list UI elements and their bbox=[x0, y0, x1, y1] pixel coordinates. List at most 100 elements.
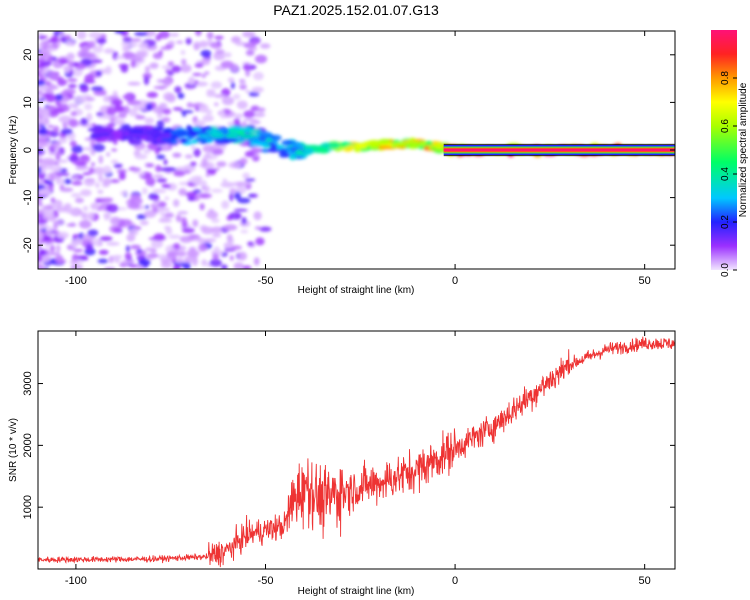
spectrogram-cell bbox=[44, 80, 52, 86]
spectrogram-cell bbox=[258, 226, 272, 232]
spectrogram-cell bbox=[247, 241, 254, 246]
spectrogram-cell bbox=[125, 245, 130, 253]
spectrogram-cell bbox=[86, 112, 93, 122]
spectrogram-ridge-cell bbox=[258, 135, 267, 142]
spectrogram-cell bbox=[144, 117, 155, 124]
spectrogram-cell bbox=[91, 123, 96, 127]
spectrogram-cell bbox=[44, 209, 54, 218]
spectrogram-cell bbox=[149, 62, 159, 69]
spectrogram-cell bbox=[47, 252, 61, 256]
spectrogram-cell bbox=[50, 244, 55, 253]
spectrogram-cell bbox=[172, 199, 180, 208]
spectrogram-cell bbox=[82, 205, 89, 212]
spectrogram-cell bbox=[54, 254, 64, 264]
spectrogram-cell bbox=[127, 81, 141, 86]
spectrogram-cell bbox=[58, 137, 68, 144]
spectrogram-cell bbox=[188, 76, 196, 86]
spectrogram-cell bbox=[138, 42, 149, 50]
spectrogram-cell bbox=[63, 178, 72, 185]
spectrogram-cell bbox=[214, 35, 224, 40]
spectrogram-cell bbox=[206, 31, 214, 40]
spectrogram-cell bbox=[118, 171, 126, 181]
spectrogram-cell bbox=[128, 56, 142, 61]
spectrogram-cell bbox=[233, 208, 248, 212]
spectrogram-cell bbox=[54, 94, 63, 101]
spectrogram-cell bbox=[253, 112, 266, 118]
spectrogram-cell bbox=[133, 104, 146, 111]
spectrogram-cell bbox=[60, 128, 73, 135]
spectrogram-cell bbox=[97, 258, 109, 264]
spectrogram-ridge-cell bbox=[434, 142, 445, 150]
y-tick-label: -20 bbox=[22, 237, 34, 253]
spectrogram-ridge-cell bbox=[236, 129, 246, 136]
spectrogram-cell bbox=[57, 78, 68, 86]
spectrogram-cell bbox=[90, 202, 100, 210]
spectrogram-cell bbox=[42, 235, 52, 242]
spectrogram-cell bbox=[155, 164, 162, 173]
spectrogram-cell bbox=[71, 145, 84, 154]
spectrogram-cell bbox=[243, 63, 250, 71]
spectrogram-cell bbox=[68, 84, 77, 89]
spectrogram-cell bbox=[242, 265, 252, 269]
spectrogram-cell bbox=[75, 165, 89, 171]
spectrogram-cell bbox=[176, 251, 187, 257]
spectrogram-cell bbox=[120, 64, 129, 73]
spectrogram-ridge-cell bbox=[354, 148, 361, 153]
spectrogram-cell bbox=[224, 52, 232, 58]
spectrogram-cell bbox=[102, 177, 112, 186]
spectrogram-ridge-cell bbox=[170, 130, 177, 135]
spectrogram-cell bbox=[172, 152, 182, 158]
spectrogram-y-ticks: -20 -10 0 10 20 bbox=[22, 49, 675, 253]
spectrogram-cell bbox=[257, 107, 266, 112]
spectrogram-cell bbox=[84, 178, 96, 182]
spectrogram-cell bbox=[56, 150, 61, 157]
spectrogram-cell bbox=[180, 110, 194, 114]
spectrogram-cell bbox=[95, 182, 100, 189]
spectrogram-cell bbox=[232, 93, 241, 100]
spectrogram-cell bbox=[112, 255, 123, 259]
spectrogram-cell bbox=[90, 162, 96, 167]
spectrogram-cell bbox=[114, 31, 125, 34]
spectrogram-cell bbox=[229, 192, 234, 202]
spectrogram-cell bbox=[164, 196, 169, 201]
spectrogram-cell bbox=[215, 49, 225, 55]
spectrogram-cell bbox=[216, 161, 227, 168]
spectrogram-cell bbox=[92, 167, 106, 175]
colorbar: 0.0 0.2 0.4 0.6 0.8 Normalized spectral ampl… bbox=[711, 30, 749, 277]
spectrogram-cell bbox=[157, 146, 163, 152]
spectrogram-cell bbox=[192, 219, 199, 228]
spectrogram-cell bbox=[202, 114, 214, 122]
spectrogram-cell bbox=[55, 159, 69, 163]
spectrogram-ridge-cell bbox=[378, 138, 391, 145]
spectrogram-ridge-cell bbox=[225, 133, 238, 139]
spectrogram-cell bbox=[111, 98, 123, 106]
spectrogram-cell bbox=[73, 248, 84, 253]
spectrogram-cell bbox=[75, 197, 84, 204]
spectrogram-cell bbox=[220, 181, 235, 188]
spectrogram-ridge-cell bbox=[377, 145, 393, 150]
spectrogram-cell bbox=[231, 36, 241, 44]
spectrogram-cell bbox=[122, 46, 130, 52]
spectrogram-cell bbox=[248, 91, 260, 97]
x-tick-label: 50 bbox=[639, 275, 651, 287]
spectrogram-cell bbox=[38, 202, 44, 207]
spectrogram-cell bbox=[162, 78, 172, 87]
spectrogram-cell bbox=[38, 230, 44, 239]
spectrogram-cell bbox=[169, 32, 180, 37]
spectrogram-ridge-cell bbox=[209, 132, 225, 139]
spectrogram-cell bbox=[67, 78, 78, 83]
spectrogram-ridge-cell bbox=[90, 133, 103, 139]
spectrogram-cell bbox=[204, 71, 210, 75]
spectrogram-cell bbox=[181, 216, 187, 226]
y-tick-label: 3000 bbox=[22, 371, 34, 395]
spectrogram-cell bbox=[193, 148, 201, 158]
spectrogram-cell bbox=[152, 188, 167, 194]
spectrogram-cell bbox=[144, 65, 150, 73]
spectrogram-cell bbox=[134, 31, 148, 36]
spectrogram-cell bbox=[138, 172, 145, 176]
spectrogram-cell bbox=[182, 262, 191, 269]
spectrogram-cell bbox=[166, 93, 176, 103]
spectrogram-ridge-cell bbox=[329, 142, 341, 149]
spectrogram-cell bbox=[230, 81, 235, 90]
